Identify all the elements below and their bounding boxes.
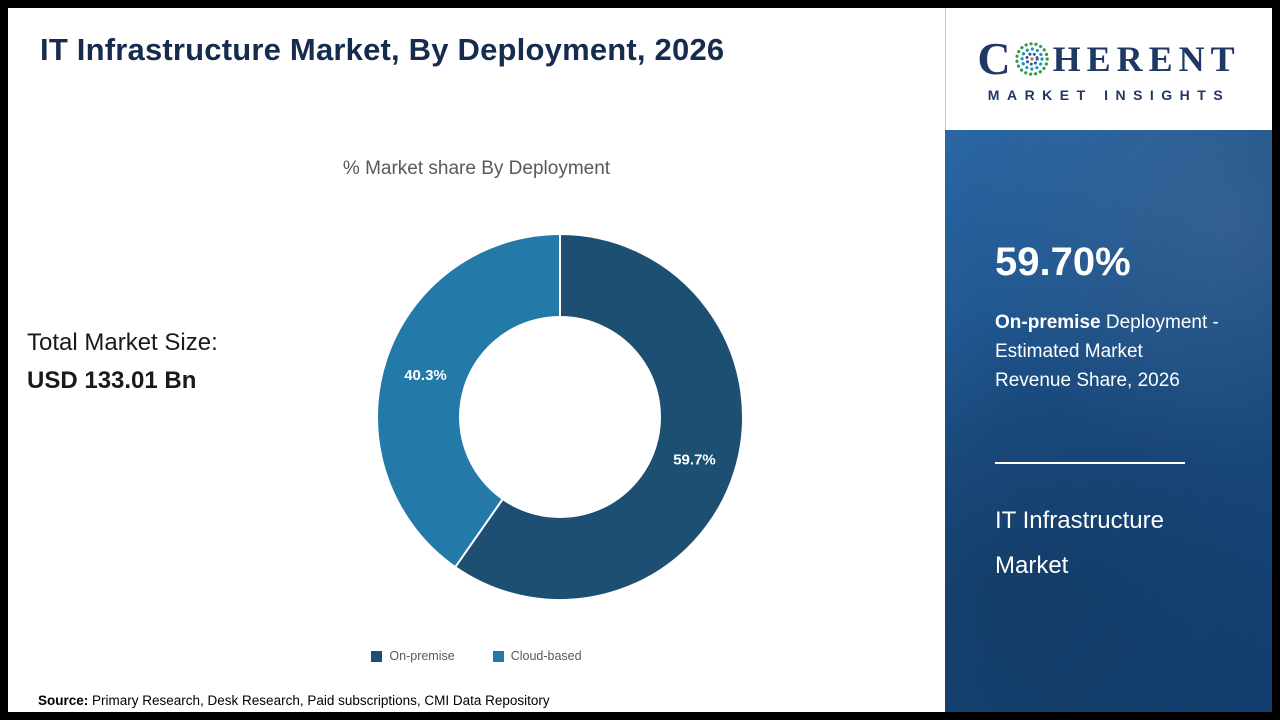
donut-slice-on-premise	[454, 233, 744, 601]
chart-title: % Market share By Deployment	[342, 158, 611, 179]
highlight-panel: 59.70% On-premise Deployment - Estimated…	[945, 130, 1272, 712]
legend-item: Cloud-based	[492, 649, 582, 663]
market-name-line2: Market	[995, 552, 1069, 579]
globe-mosaic-icon	[1014, 41, 1049, 76]
market-name-line1: IT Infrastructure	[995, 507, 1164, 534]
legend-label: On-premise	[389, 649, 455, 663]
chart-legend: On-premise Cloud-based	[8, 649, 945, 663]
donut-chart: 59.7% 40.3%	[376, 233, 744, 601]
stat-description-line2: Estimated Market	[995, 341, 1143, 362]
total-market-size-label: Total Market Size:	[27, 329, 218, 356]
donut-slice-label: 40.3%	[404, 367, 447, 384]
brand-letter-c: C	[977, 32, 1011, 84]
brand-letters-rest: HERENT	[1052, 38, 1241, 79]
stat-description: On-premise Deployment - Estimated Market…	[995, 308, 1219, 395]
page-title: IT Infrastructure Market, By Deployment,…	[40, 32, 725, 67]
source-note: Source: Primary Research, Desk Research,…	[38, 693, 550, 708]
stat-description-line1: On-premise Deployment -	[995, 308, 1219, 337]
panel-divider	[995, 462, 1185, 464]
market-name: IT Infrastructure Market	[995, 498, 1164, 588]
source-text: Primary Research, Desk Research, Paid su…	[88, 693, 550, 708]
stat-description-line3: Revenue Share, 2026	[995, 370, 1180, 391]
donut-slice-label: 59.7%	[673, 452, 716, 469]
legend-item: On-premise	[371, 649, 455, 663]
legend-label: Cloud-based	[510, 649, 582, 663]
donut-slice-cloud-based	[376, 233, 561, 569]
legend-swatch-icon	[492, 650, 504, 662]
stat-desc-line1-rest: Deployment -	[1100, 312, 1219, 333]
total-market-size-value: USD 133.01 Bn	[27, 367, 197, 394]
stat-desc-bold: On-premise	[995, 312, 1101, 333]
infographic-canvas: IT Infrastructure Market, By Deployment,…	[8, 8, 1272, 712]
brand-logo: C HERENT MARKET INSIGHTS	[945, 8, 1272, 130]
total-market-size-block: Total Market Size: USD 133.01 Bn	[27, 324, 218, 400]
stat-value: 59.70%	[995, 240, 1131, 284]
brand-wordmark: C HERENT	[977, 32, 1241, 84]
brand-subtitle: MARKET INSIGHTS	[987, 86, 1231, 103]
source-label: Source:	[38, 693, 89, 708]
legend-swatch-icon	[371, 650, 383, 662]
